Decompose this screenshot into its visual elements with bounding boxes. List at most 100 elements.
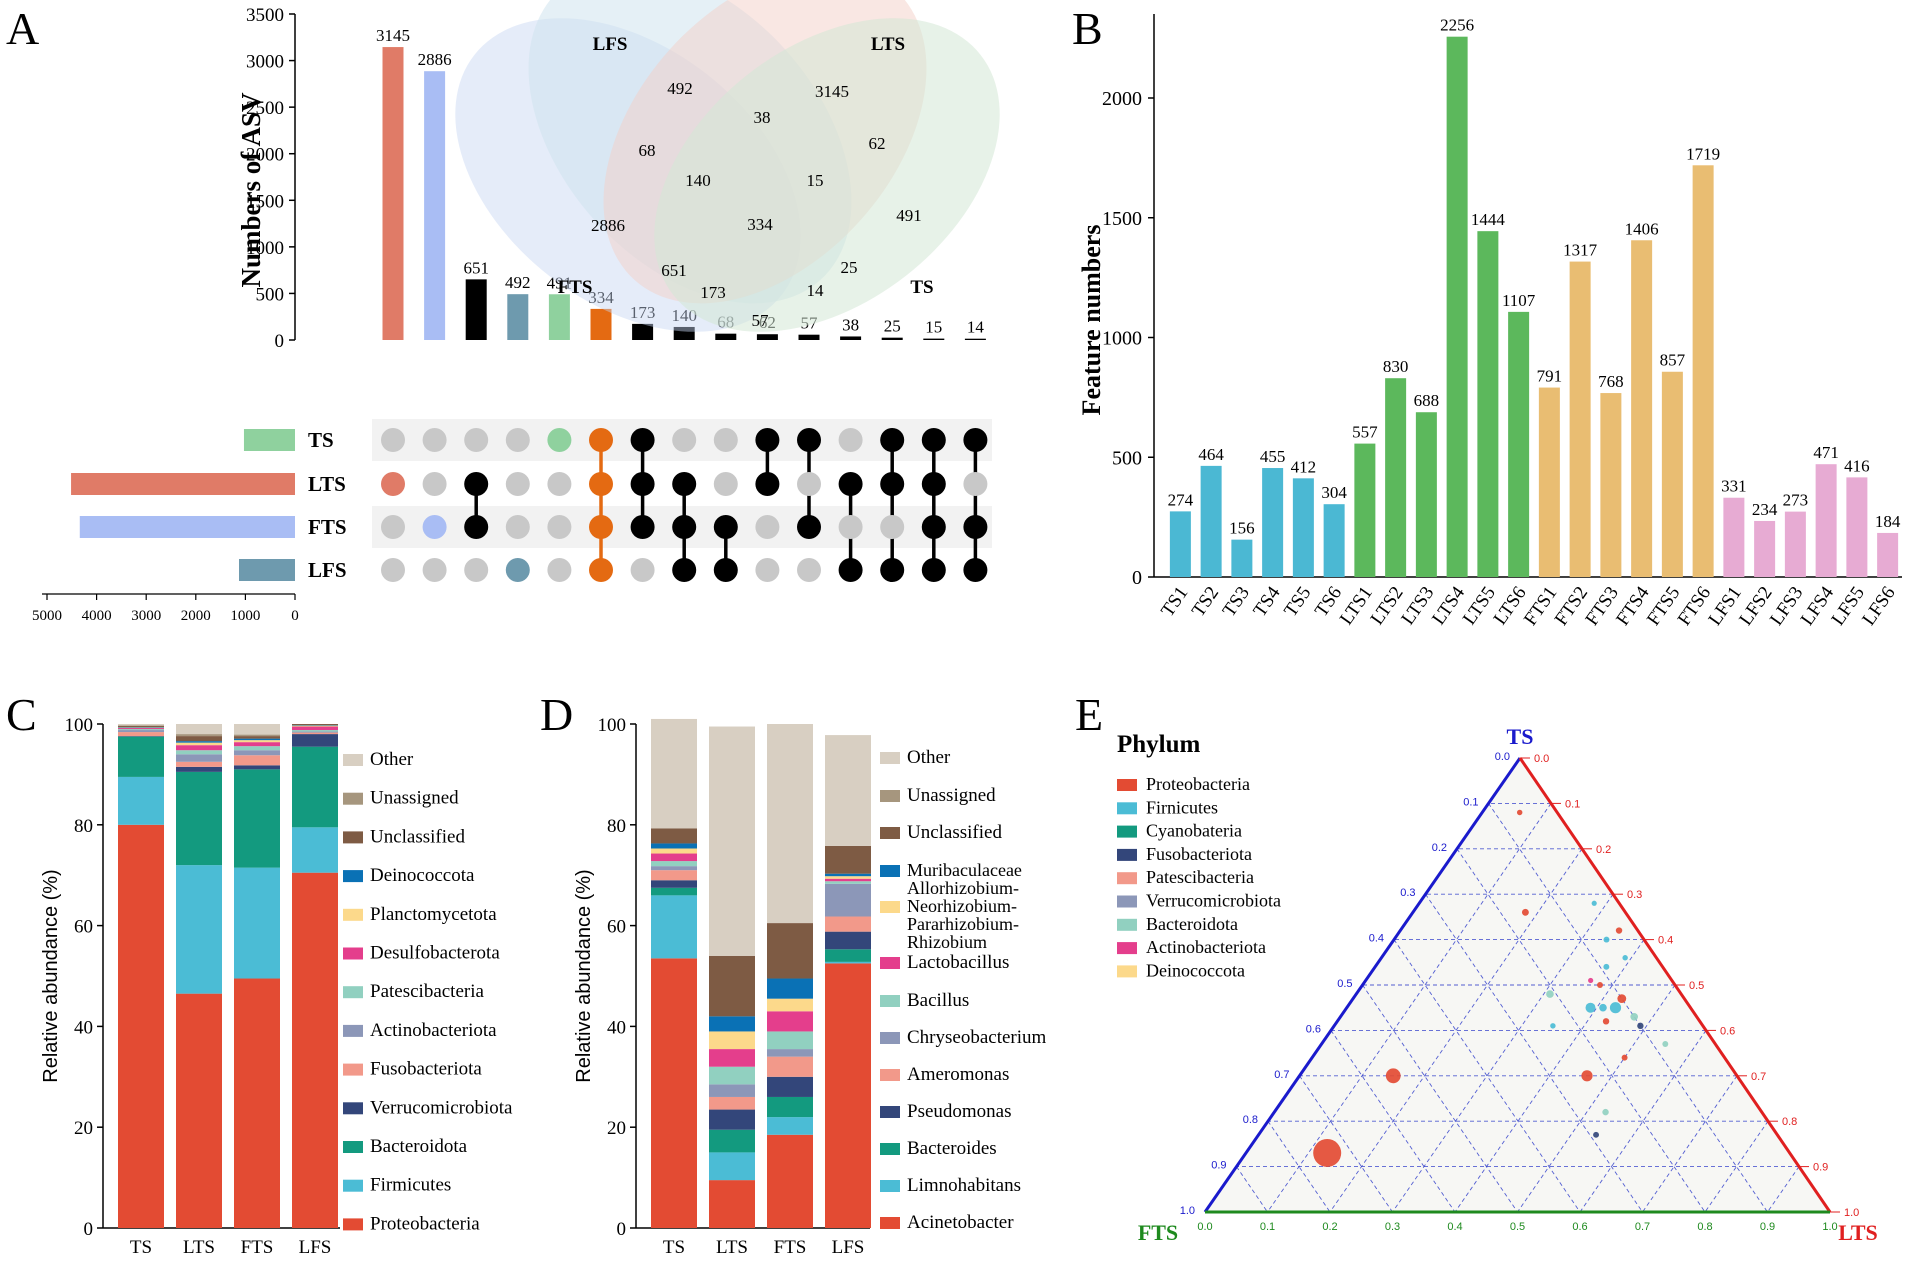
features-y-tick-label: 1000 <box>1102 328 1142 350</box>
matrix-dot <box>505 472 530 496</box>
legend-swatch <box>343 870 363 883</box>
stack-segment <box>292 872 338 1228</box>
legend-swatch <box>343 1179 363 1192</box>
ternary-tick-ts: 0.0 <box>1495 751 1510 763</box>
venn-region-count: 62 <box>869 134 886 153</box>
stack-segment <box>651 870 697 881</box>
legend-swatch <box>880 1106 900 1118</box>
matrix-dot <box>630 558 655 582</box>
matrix-dot-active <box>464 472 489 496</box>
stack-segment <box>825 845 871 874</box>
ternary-legend-swatch <box>1117 825 1137 838</box>
feature-value-label: 416 <box>1844 456 1870 475</box>
feature-category-label: LTS5 <box>1459 583 1500 629</box>
intersection-bar <box>840 336 862 340</box>
matrix-dot-active <box>921 515 946 539</box>
legend-swatch <box>343 1102 363 1115</box>
ternary-legend-swatch <box>1117 965 1137 978</box>
ternary-point <box>1546 990 1554 998</box>
stack-segment <box>709 1016 755 1032</box>
stack-segment <box>118 736 164 737</box>
stack-segment <box>234 750 280 756</box>
stack-y-tick-label: 100 <box>598 715 627 736</box>
stack-y-tick-label: 20 <box>74 1118 93 1139</box>
set-size-tick-label: 1000 <box>230 608 260 624</box>
stack-segment <box>651 828 697 844</box>
stack-segment <box>825 881 871 884</box>
stack-segment <box>118 730 164 733</box>
set-size-bar <box>79 516 295 538</box>
venn-region-count: 68 <box>639 141 656 160</box>
matrix-dot <box>505 428 530 452</box>
legend-swatch <box>343 947 363 960</box>
stack-segment <box>709 1084 755 1097</box>
stack-segment <box>292 732 338 735</box>
legend-swatch <box>880 790 900 802</box>
set-size-bar <box>239 559 295 581</box>
feature-category-label: FTS5 <box>1643 583 1684 630</box>
stack-segment <box>292 730 338 732</box>
ternary-tick-fts: 0.9 <box>1760 1221 1775 1233</box>
matrix-dot <box>547 558 572 582</box>
feature-bar <box>1385 378 1407 577</box>
feature-category-label: LFS6 <box>1858 583 1899 630</box>
ternary-grid-line <box>1488 803 1768 1213</box>
ternary-tick-fts: 1.0 <box>1822 1221 1837 1233</box>
stack-category-label: LFS <box>832 1237 865 1258</box>
stack-segment <box>118 728 164 730</box>
legend-label: Firmicutes <box>370 1175 451 1196</box>
stack-segment <box>825 873 871 877</box>
matrix-dot <box>755 515 780 539</box>
ternary-grid-line <box>1267 1120 1331 1213</box>
ternary-axis-label-fts: FTS <box>1138 1220 1178 1245</box>
feature-category-label: TS4 <box>1249 582 1285 620</box>
feature-value-label: 464 <box>1198 445 1224 464</box>
stack-category-label: TS <box>663 1237 685 1258</box>
feature-bar <box>1846 477 1868 577</box>
matrix-dot-active <box>838 472 863 496</box>
stack-segment <box>176 865 222 994</box>
venn-region-count: 14 <box>807 281 825 300</box>
stack-segment <box>292 724 338 726</box>
ternary-point <box>1662 1041 1669 1047</box>
ternary-grid-line <box>1393 939 1581 1213</box>
ternary-legend-swatch <box>1117 895 1137 908</box>
intersection-bar <box>548 294 570 340</box>
upset-y-tick-label: 3000 <box>246 52 284 73</box>
matrix-dot-active <box>880 558 905 582</box>
legend-swatch <box>880 865 900 877</box>
ternary-tick-ts: 1.0 <box>1180 1205 1195 1217</box>
panel-letter-a: A <box>6 3 39 54</box>
legend-swatch <box>343 1141 363 1153</box>
matrix-dot-active <box>630 515 655 539</box>
ternary-legend-swatch <box>1117 942 1137 955</box>
ternary-point <box>1588 977 1594 984</box>
matrix-dot-active <box>921 472 946 496</box>
stack-segment <box>709 1129 755 1153</box>
matrix-dot-active <box>880 428 905 452</box>
feature-category-label: LFS2 <box>1735 583 1776 630</box>
feature-bar <box>1600 393 1622 577</box>
ternary-legend-label: Cyanobateria <box>1146 821 1242 841</box>
legend-swatch <box>880 827 900 839</box>
stack-segment <box>825 931 871 950</box>
ternary-grid-line <box>1267 803 1552 1213</box>
ternary-legend-title: Phylum <box>1117 731 1201 758</box>
stack-segment <box>767 1096 813 1118</box>
legend-label: Neorhizobium- <box>907 896 1017 916</box>
ternary-point <box>1622 955 1628 961</box>
ternary-point <box>1637 1022 1644 1030</box>
stack-segment <box>234 738 280 741</box>
matrix-dot-active <box>672 472 697 496</box>
legend-label: Unassigned <box>907 785 996 806</box>
matrix-dot <box>838 428 863 452</box>
matrix-dot-active <box>755 472 780 496</box>
feature-value-label: 1317 <box>1563 241 1598 260</box>
stack-segment <box>234 765 280 770</box>
legend-swatch <box>880 995 900 1007</box>
feature-category-label: LFS1 <box>1705 583 1746 630</box>
stack-segment <box>651 887 697 896</box>
legend-label: Lactobacillus <box>907 952 1009 973</box>
matrix-dot-active <box>381 472 405 496</box>
ternary-tick-ts: 0.2 <box>1432 842 1447 854</box>
